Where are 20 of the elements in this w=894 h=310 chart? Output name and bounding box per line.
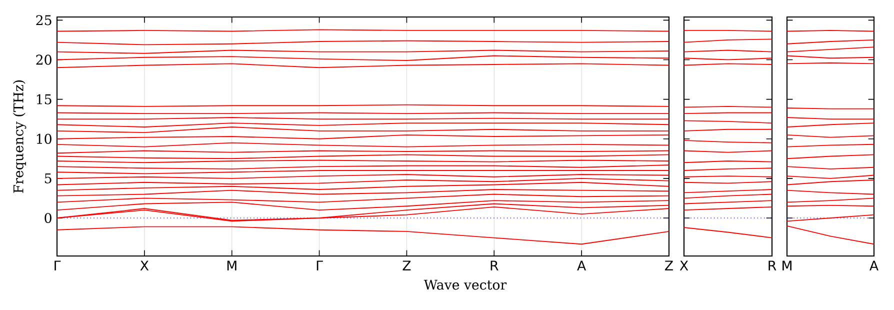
- x-tick-label: R: [768, 260, 776, 270]
- x-tick-label: Γ: [54, 260, 61, 270]
- x-tick-label: X: [140, 260, 149, 270]
- y-tick-label: 5: [44, 173, 52, 184]
- x-tick-label: A: [870, 260, 878, 270]
- x-tick-label: A: [577, 260, 586, 270]
- y-tick-label: 15: [36, 94, 52, 104]
- x-tick-label: R: [490, 260, 498, 270]
- x-tick-label: M: [227, 260, 236, 270]
- x-axis-title: Wave vector: [424, 280, 507, 290]
- y-tick-label: 25: [36, 15, 52, 26]
- y-tick-label: 10: [36, 134, 52, 144]
- x-tick-label: X: [680, 260, 688, 270]
- x-tick-label: Z: [402, 260, 411, 270]
- x-tick-label: Γ: [316, 260, 323, 270]
- y-tick-label: 20: [36, 54, 52, 65]
- x-tick-label: M: [782, 260, 792, 270]
- y-axis-title: Frequency (THz): [13, 80, 26, 193]
- x-tick-label: Z: [665, 260, 673, 270]
- y-tick-label: 0: [44, 212, 52, 224]
